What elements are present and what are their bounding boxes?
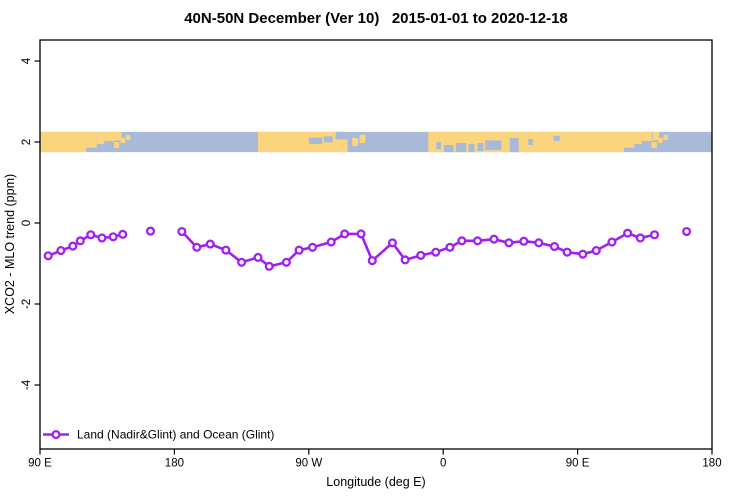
data-point [623,228,633,238]
data-point [205,239,215,249]
data-point [237,257,247,267]
land-patch [352,137,359,147]
data-point [56,245,66,256]
legend: Land (Nadir&Glint) and Ocean (Glint) [43,428,274,442]
ocean-patch [436,142,441,150]
data-point [177,226,187,237]
land-patch [651,142,657,149]
chart-title: 40N-50N December (Ver 10) 2015-01-01 to … [184,10,568,27]
land-patch [623,131,635,148]
x-tick-label: 90 W [295,458,322,470]
data-point [43,251,53,261]
data-point [294,245,304,255]
data-point [489,234,499,244]
map-band [40,131,712,153]
data-point [253,252,263,262]
data-point [635,233,645,243]
series-line [180,230,656,268]
land-patch [125,134,131,140]
ocean-patch [308,137,323,145]
data-point [578,249,588,259]
x-tick-label: 90 E [566,458,590,470]
ocean-patch [485,140,502,151]
data-point [367,256,377,266]
data-point [649,230,660,240]
land-patch [104,131,115,141]
data-point [68,241,78,251]
land-patch [428,131,624,153]
data-point [682,226,692,237]
data-point [97,233,107,243]
ocean-patch [528,138,533,146]
data-point [118,229,128,239]
ocean-patch [455,143,467,153]
ocean-patch [477,143,484,152]
data-point [221,245,231,255]
data-point [356,229,366,239]
data-point [534,238,544,248]
x-axis-title: Longitude (deg E) [326,475,425,489]
data-point [607,237,617,247]
ocean-patch [323,136,333,143]
data-series [43,226,692,271]
land-patch [359,134,366,144]
data-point [326,237,336,247]
y-tick-label: 2 [21,139,33,145]
land-patch [658,137,663,144]
data-point [281,257,291,267]
data-point [445,242,455,252]
data-point [549,241,560,252]
data-point [562,247,572,257]
land-patch [114,131,122,141]
ocean-patch [468,144,475,153]
legend-label: Land (Nadir&Glint) and Ocean (Glint) [77,428,274,442]
x-axis: 90 E 180 90 W 0 90 E 180 [28,449,722,470]
x-tick-label: 0 [440,458,446,470]
land-patch [120,137,126,144]
ocean-patch [553,135,560,141]
data-point [192,242,202,252]
data-point [431,247,441,257]
data-point [591,245,601,256]
land-patch [634,131,642,145]
data-point [145,226,156,236]
data-point [340,229,350,239]
data-point [387,238,397,248]
data-point [86,230,96,240]
data-point [457,236,467,246]
ocean-patch [509,137,519,153]
data-point [472,236,483,246]
land-patch [641,131,653,141]
y-tick-label: 4 [21,57,33,64]
data-point [504,238,514,248]
data-point [264,261,274,271]
ocean-patch [443,145,454,153]
data-point [519,236,529,246]
plot-box [39,39,713,450]
land-patch [113,142,120,149]
x-tick-label: 180 [702,458,721,470]
x-tick-label: 180 [165,458,184,470]
y-axis: 4 2 0 -2 -4 [21,57,40,390]
land-patch [86,131,97,148]
data-point [75,236,85,246]
y-tick-label: -4 [21,379,33,390]
land-patch [663,134,668,140]
land-patch [258,131,348,153]
data-point [400,255,410,265]
data-point [108,232,118,242]
x-tick-label: 90 E [28,458,52,470]
land-patch [96,131,105,145]
land-patch [653,131,659,141]
y-tick-label: -2 [21,299,33,309]
data-point [416,250,426,260]
ocean-patch [335,131,348,140]
data-point [307,242,318,252]
y-axis-title: XCO2 - MLO trend (ppm) [3,174,17,314]
land-patch [40,131,87,153]
legend-marker-icon [51,429,61,440]
y-tick-label: 0 [21,220,33,226]
